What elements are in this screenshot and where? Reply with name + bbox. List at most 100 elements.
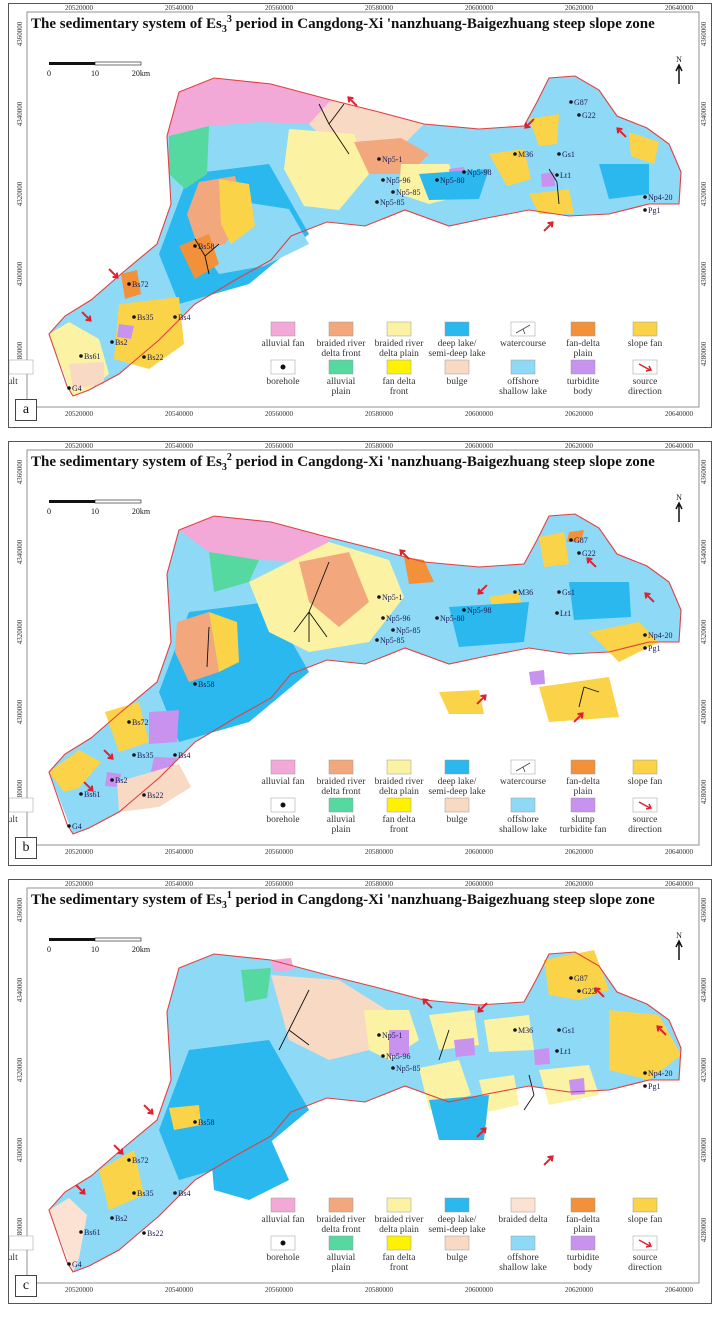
borehole-marker — [643, 633, 647, 637]
well-label: Np5-85 — [396, 1064, 420, 1073]
watercourse-line — [318, 103, 350, 155]
facies-slope-fan — [114, 297, 184, 369]
legend-item-fault: fault — [9, 1236, 34, 1263]
facies-alluvial-fan — [167, 78, 331, 136]
x-tick-label-top: 20580000 — [365, 4, 394, 12]
well-label: Bs22 — [147, 1229, 163, 1238]
legend-label: braided river delta plain — [375, 777, 425, 797]
well-label: M36 — [518, 150, 533, 159]
facies-braided-plain — [484, 1015, 534, 1052]
legend-label: fan delta front — [383, 376, 417, 397]
source-direction-arrow — [477, 1002, 488, 1013]
source-direction-arrow — [81, 311, 92, 322]
y-tick-label-right: 4320000 — [700, 181, 708, 206]
source-direction-arrow — [477, 584, 488, 595]
borehole-marker — [110, 778, 114, 782]
well-label: Bs4 — [178, 751, 190, 760]
y-tick-label-right: 4280000 — [700, 779, 708, 804]
legend-label: braided river delta front — [317, 777, 367, 797]
facies-turbidite — [117, 324, 134, 339]
source-direction-arrow — [586, 557, 597, 568]
source-direction-arrow — [543, 1155, 554, 1166]
well-label: G4 — [72, 822, 82, 831]
source-direction-arrow — [656, 1025, 667, 1036]
well-label: Np5-80 — [440, 176, 464, 185]
borehole-marker — [127, 720, 131, 724]
legend-item-braided-front: braided river delta front — [317, 321, 366, 359]
borehole-marker — [391, 628, 395, 632]
fault-boundary — [48, 951, 682, 1273]
well-label: Bs4 — [178, 1189, 190, 1198]
y-tick-label-left: 4320000 — [16, 619, 24, 644]
watercourse-line — [548, 168, 560, 205]
x-tick-label-bottom: 20640000 — [665, 410, 694, 418]
facies-turbidite — [534, 1048, 550, 1065]
legend-item-deep-lake: deep lake/semi-deep lake — [428, 759, 486, 797]
scale-label: 0 — [47, 945, 51, 954]
source-direction-arrow — [476, 1127, 487, 1138]
legend-label: fault — [9, 376, 18, 387]
well-label: Np5-98 — [467, 168, 491, 177]
legend-label: deep lake/semi-deep lake — [428, 777, 485, 797]
borehole-marker — [377, 595, 381, 599]
legend-label: fan delta front — [383, 1252, 417, 1273]
y-tick-label-left: 4360000 — [16, 459, 24, 484]
legend-label: braided river delta plain — [375, 339, 425, 359]
well-label: Pg1 — [648, 1082, 660, 1091]
legend-label: offshore shallow lake — [499, 814, 547, 835]
legend-label: deep lake/semi-deep lake — [428, 1215, 485, 1235]
borehole-marker — [173, 1191, 177, 1195]
well-label: Bs22 — [147, 353, 163, 362]
x-tick-label-bottom: 20620000 — [565, 848, 594, 856]
well-label: Bs58 — [198, 242, 214, 251]
facies-braided-front — [299, 552, 369, 627]
panel-letter: a — [15, 399, 37, 421]
y-tick-label-right: 4320000 — [700, 619, 708, 644]
facies-fan-delta-plain — [179, 234, 219, 279]
legend-item-fault: fault — [9, 798, 34, 825]
well-label: Np5-85 — [380, 636, 404, 645]
scale-label: 10 — [91, 945, 99, 954]
watercourse-line — [438, 1029, 450, 1061]
y-tick-label-left: 4340000 — [16, 539, 24, 564]
legend-item-fan-delta-plain: fan-delta plain — [566, 1197, 601, 1235]
legend-label: braided delta — [498, 1215, 548, 1225]
legend-item-alluvial-fan: alluvial fan — [262, 1197, 305, 1225]
facies-braided-front — [175, 612, 219, 682]
well-label: Np5-96 — [386, 176, 410, 185]
source-direction-arrow — [573, 712, 584, 723]
legend-item-fault: fault — [9, 360, 34, 387]
x-tick-label-top: 20600000 — [465, 880, 494, 888]
legend-label: braided river delta front — [317, 1215, 367, 1235]
well-label: Bs72 — [132, 718, 148, 727]
y-tick-label-left: 4300000 — [16, 1137, 24, 1162]
well-label: Np5-85 — [396, 188, 420, 197]
facies-fan-delta-plain — [404, 557, 434, 584]
borehole-marker — [127, 282, 131, 286]
x-tick-label-bottom: 20620000 — [565, 1286, 594, 1294]
x-tick-label-top: 20520000 — [65, 880, 94, 888]
source-direction-arrow — [399, 549, 410, 560]
legend-label: deep lake/semi-deep lake — [428, 339, 485, 359]
borehole-marker — [193, 682, 197, 686]
watercourse-line — [523, 1074, 535, 1111]
legend-label: slope fan — [628, 1214, 663, 1225]
legend-label: bulge — [446, 377, 467, 387]
well-label: Lt1 — [560, 1047, 571, 1056]
x-tick-label-bottom: 20580000 — [365, 410, 394, 418]
facies-bulge — [117, 764, 191, 812]
facies-alluvial-plain — [169, 126, 209, 189]
borehole-marker — [577, 989, 581, 993]
well-label: Bs61 — [84, 790, 100, 799]
well-label: G87 — [574, 536, 588, 545]
facies-slope-fan — [219, 179, 255, 244]
y-tick-label-right: 4300000 — [700, 261, 708, 286]
source-direction-arrow — [476, 694, 487, 705]
legend-label: turbidite body — [567, 1253, 599, 1273]
y-tick-label-right: 4340000 — [700, 101, 708, 126]
x-tick-label-bottom: 20600000 — [465, 1286, 494, 1294]
legend-item-fan-delta-plain: fan-delta plain — [566, 759, 601, 797]
well-label: Np5-98 — [467, 606, 491, 615]
source-direction-arrow — [524, 118, 535, 129]
x-tick-label-bottom: 20520000 — [65, 1286, 94, 1294]
